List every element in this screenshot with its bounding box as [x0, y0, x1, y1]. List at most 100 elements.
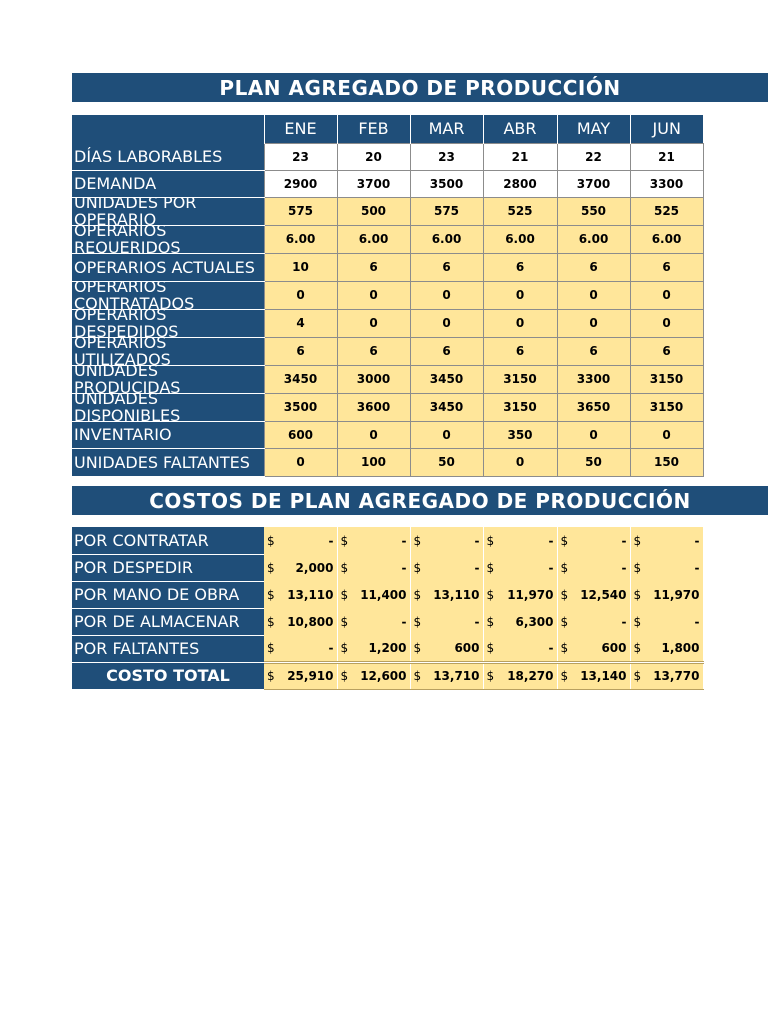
- plan-cell: 0: [336, 280, 411, 310]
- plan-cell: 6.00: [556, 224, 631, 254]
- plan-cell: 0: [336, 420, 411, 449]
- plan-cell: 6: [482, 252, 558, 282]
- cost-amount: -: [694, 533, 700, 548]
- plan-title: PLAN AGREGADO DE PRODUCCIÓN: [72, 73, 768, 102]
- cost-cell: $ -: [630, 554, 704, 581]
- plan-cell: 0: [629, 420, 704, 449]
- plan-cell: 350: [482, 420, 558, 449]
- plan-cell: 23: [409, 142, 484, 171]
- cost-total-cell: $18,270: [483, 660, 558, 690]
- cost-cell: $2,000: [264, 554, 338, 581]
- plan-cell: 100: [336, 447, 411, 477]
- plan-cell: 6: [556, 336, 631, 366]
- plan-cell: 6.00: [336, 224, 411, 254]
- plan-cell: 6: [409, 252, 484, 282]
- cost-cell: $ -: [483, 635, 558, 662]
- currency-symbol: $: [340, 587, 349, 602]
- plan-cell: 23: [263, 142, 338, 171]
- plan-row: OPERARIOS ACTUALES 10 6 6 6 6 6: [72, 252, 704, 282]
- plan-cell: 3450: [409, 364, 484, 394]
- plan-cell: 0: [482, 280, 558, 310]
- plan-row-label-text: OPERARIOS CONTRATADOS: [74, 281, 195, 309]
- plan-cell: 50: [409, 447, 484, 477]
- plan-cell: 10: [263, 252, 338, 282]
- plan-row: DÍAS LABORABLES 23 20 23 21 22 21: [72, 142, 704, 171]
- plan-cell: 3450: [409, 392, 484, 422]
- plan-cell: 0: [336, 308, 411, 338]
- cost-amount: 25,910: [287, 669, 334, 683]
- plan-row-label-text: OPERARIOS REQUERIDOS: [74, 225, 181, 253]
- cost-amount: 600: [454, 640, 480, 655]
- cost-row: POR DE ALMACENAR $10,800 $ - $ - $6,300 $ - $ -: [72, 608, 704, 636]
- cost-amount: 1,200: [368, 640, 407, 655]
- cost-amount: -: [401, 533, 407, 548]
- cost-cell: $ -: [264, 635, 338, 662]
- plan-cell: 0: [263, 447, 338, 477]
- plan-cell: 22: [556, 142, 631, 171]
- cost-total-cell: $13,140: [557, 660, 631, 690]
- month-header: ENE: [263, 115, 337, 143]
- plan-cell: 3450: [263, 364, 338, 394]
- plan-row-label-text: OPERARIOS UTILIZADOS: [74, 337, 171, 365]
- currency-symbol: $: [340, 533, 349, 548]
- cost-cell: $13,110: [410, 581, 484, 608]
- plan-cell: 3150: [482, 392, 558, 422]
- plan-cell: 6: [336, 336, 411, 366]
- currency-symbol: $: [413, 587, 422, 602]
- plan-cell: 3650: [556, 392, 631, 422]
- month-header: JUN: [629, 115, 703, 143]
- cost-amount: -: [401, 614, 407, 629]
- plan-cell: 3300: [629, 169, 704, 198]
- cost-amount: -: [474, 533, 480, 548]
- cost-cell: $ -: [630, 608, 704, 635]
- plan-cell: 6: [336, 252, 411, 282]
- plan-cell: 0: [263, 280, 338, 310]
- cost-cell: $ -: [410, 527, 484, 554]
- plan-row-label: OPERARIOS UTILIZADOS: [72, 337, 264, 366]
- plan-row-label: OPERARIOS CONTRATADOS: [72, 281, 264, 310]
- plan-cell: 4: [263, 308, 338, 338]
- cost-amount: -: [694, 614, 700, 629]
- currency-symbol: $: [633, 614, 642, 629]
- plan-cell: 3150: [629, 392, 704, 422]
- currency-symbol: $: [267, 614, 275, 629]
- currency-symbol: $: [340, 560, 349, 575]
- plan-cell: 0: [629, 308, 704, 338]
- plan-row-label-text: UNIDADES PRODUCIDAS: [74, 365, 181, 393]
- plan-cell: 6: [629, 336, 704, 366]
- cost-amount: 6,300: [515, 614, 554, 629]
- cost-row: POR DESPEDIR $2,000 $ - $ - $ - $ - $ -: [72, 554, 704, 582]
- cost-cell: $ -: [483, 527, 558, 554]
- costs-table: POR CONTRATAR $ - $ - $ - $ - $ - $ - POR DESPEDIR $2,…: [72, 527, 704, 690]
- plan-row-label: OPERARIOS ACTUALES: [72, 253, 264, 282]
- currency-symbol: $: [267, 669, 275, 683]
- currency-symbol: $: [486, 640, 495, 655]
- plan-cell: 575: [409, 196, 484, 226]
- currency-symbol: $: [633, 669, 642, 683]
- plan-row-label: OPERARIOS REQUERIDOS: [72, 225, 264, 254]
- cost-row-label: POR MANO DE OBRA: [72, 581, 264, 609]
- cost-cell: $ -: [264, 527, 338, 554]
- currency-symbol: $: [560, 669, 569, 683]
- plan-cell: 20: [336, 142, 411, 171]
- plan-row-label-text: OPERARIOS ACTUALES: [74, 257, 255, 277]
- plan-cell: 3150: [482, 364, 558, 394]
- plan-cell: 0: [409, 308, 484, 338]
- cost-amount: -: [474, 560, 480, 575]
- cost-cell: $10,800: [264, 608, 338, 635]
- plan-row-label-text: UNIDADES POR OPERARIO: [74, 197, 197, 225]
- cost-amount: 11,400: [360, 587, 407, 602]
- cost-total-row: COSTO TOTAL $25,910 $12,600 $13,710 $18,270 $…: [72, 660, 704, 690]
- cost-amount: -: [621, 533, 627, 548]
- currency-symbol: $: [486, 614, 495, 629]
- plan-cell: 3700: [336, 169, 411, 198]
- currency-symbol: $: [560, 640, 569, 655]
- cost-amount: 600: [601, 640, 627, 655]
- plan-row: OPERARIOS UTILIZADOS 6 6 6 6 6 6: [72, 336, 704, 366]
- currency-symbol: $: [267, 587, 275, 602]
- currency-symbol: $: [633, 533, 642, 548]
- plan-cell: 21: [482, 142, 558, 171]
- currency-symbol: $: [340, 669, 349, 683]
- plan-cell: 550: [556, 196, 631, 226]
- currency-symbol: $: [486, 533, 495, 548]
